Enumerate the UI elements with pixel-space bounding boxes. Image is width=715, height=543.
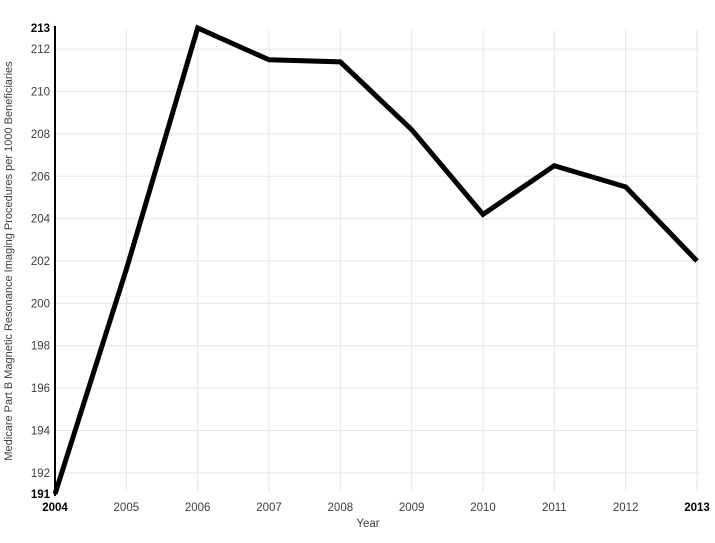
x-tick-label: 2007 (256, 502, 282, 514)
y-tick-label: 212 (31, 44, 50, 56)
x-tick-label: 2005 (114, 502, 140, 514)
y-tick-label: 200 (31, 298, 50, 310)
x-tick-label: 2010 (470, 502, 496, 514)
data-series-line (52, 24, 699, 495)
y-tick-label: 213 (31, 23, 50, 35)
y-tick-label: 208 (31, 129, 50, 141)
x-axis-title: Year (356, 518, 379, 530)
y-tick-label: 198 (31, 341, 50, 353)
y-tick-label: 192 (31, 468, 50, 480)
y-tick-label: 196 (31, 383, 50, 395)
y-tick-label: 210 (31, 87, 50, 99)
x-tick-label: 2012 (613, 502, 639, 514)
y-tick-label: 206 (31, 171, 50, 183)
x-tick-label: 2008 (328, 502, 354, 514)
x-tick-label: 2009 (399, 502, 425, 514)
x-tick-label: 2013 (684, 502, 710, 514)
y-tick-label: 204 (31, 214, 51, 226)
x-tick-label: 2004 (42, 502, 68, 514)
x-tick-label: 2006 (185, 502, 211, 514)
y-tick-label: 202 (31, 256, 50, 268)
y-axis-title: Medicare Part B Magnetic Resonance Imagi… (3, 61, 15, 461)
x-tick-label: 2011 (542, 502, 567, 514)
y-tick-label: 191 (31, 489, 51, 501)
y-tick-label: 194 (31, 425, 51, 437)
